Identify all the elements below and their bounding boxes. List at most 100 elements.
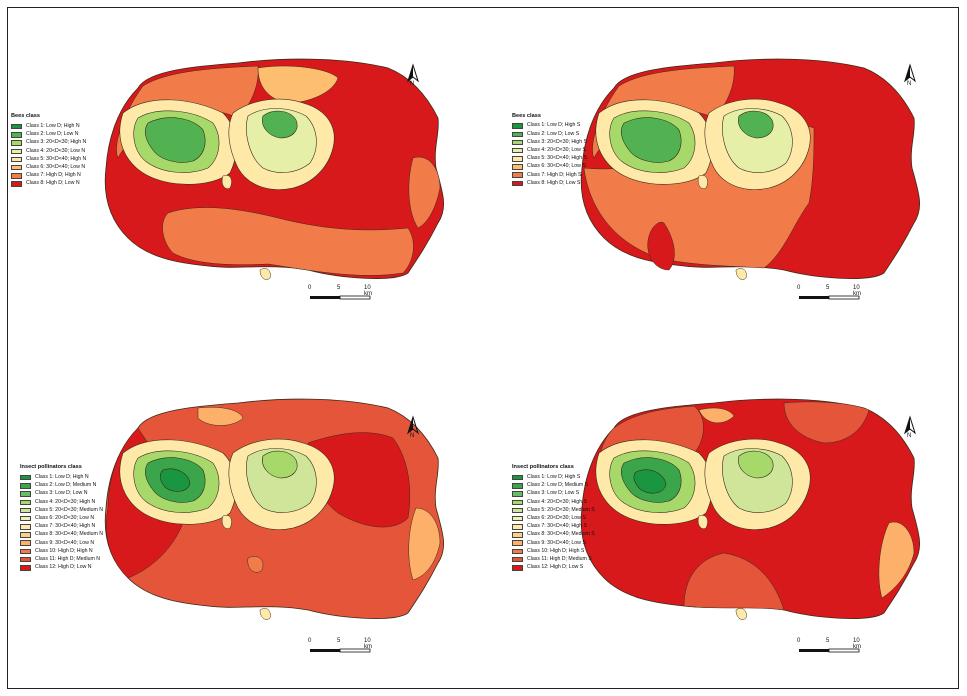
legend-title: Bees class [512, 113, 541, 119]
legend-item: Class 11: High D; Medium N [20, 555, 103, 563]
legend-swatch [512, 131, 523, 138]
scale-label-5: 5 [337, 285, 341, 291]
legend-items: Class 1: Low D; High N Class 2: Low D; Me… [20, 474, 103, 572]
legend-item: Class 3: 20<D<30; High S [512, 138, 587, 146]
legend-label: Class 10: High D; High S [527, 547, 585, 554]
legend-item: Class 8: High D; Low S [512, 179, 587, 187]
scale-label-0: 0 [308, 285, 312, 291]
legend-swatch [11, 173, 22, 179]
scale-label-0: 0 [308, 638, 312, 644]
legend-items: Class 1: Low D; High N Class 2: Low D; Lo… [11, 123, 86, 189]
legend-item: Class 3: 20<D<30; High N [11, 139, 86, 147]
legend-swatch [20, 483, 31, 489]
legend-label: Class 9: 30<D<40; Low N [35, 539, 95, 546]
legend-label: Class 8: High D; Low N [26, 180, 80, 187]
legend-swatch [20, 524, 31, 530]
map-panel-bees-s: Class 1: Low D; High S Class 2: Low D; Lo… [484, 8, 960, 348]
legend-item: Class 2: Low D; Medium S [512, 482, 595, 490]
legend-item: Class 5: 30<D<40; High N [11, 155, 86, 163]
legend-label: Class 11: High D; Medium S [527, 555, 592, 562]
legend-swatch [512, 556, 523, 563]
legend-swatch [11, 164, 22, 171]
legend-label: Class 6: 20<D<30; Low S [527, 515, 586, 522]
legend-swatch [512, 532, 523, 538]
legend-swatch [20, 491, 31, 497]
legend-label: Class 11: High D; Medium N [35, 555, 101, 562]
map-panel-insects-n: Insect pollinators class Class 1: Low D;… [8, 348, 484, 688]
scale-bar: 0 5 10 km [308, 285, 378, 303]
legend-swatch [20, 548, 31, 555]
map-legend-title: Bees class [512, 113, 541, 123]
legend-swatch [512, 524, 523, 530]
legend-items: Class 1: Low D; High S Class 2: Low D; Lo… [512, 122, 587, 188]
legend-label: Class 7: 30<D<40; High S [527, 523, 587, 530]
legend-label: Class 4: 20<D<30; High S [527, 498, 587, 505]
legend-item: Class 1: Low D; High S [512, 474, 595, 482]
legend-item: Class 2: Low D; Medium N [20, 482, 103, 490]
island-map [104, 58, 445, 280]
legend-swatch [512, 540, 523, 546]
legend-label: Class 3: 20<D<30; High S [527, 138, 587, 145]
legend-item: Class 1: Low D; High S [512, 122, 587, 130]
legend-swatch [512, 483, 523, 489]
scale-label-0: 0 [797, 638, 801, 644]
legend-item: Class 10: High D; High N [20, 547, 103, 555]
legend-swatch [512, 164, 523, 170]
legend-label: Class 3: Low D; Low S [527, 490, 580, 497]
north-arrow-icon: N [902, 415, 918, 443]
legend-item: Class 9: 30<D<40; Low S [512, 539, 595, 547]
legend-label: Class 4: 20<D<30; High N [35, 498, 96, 505]
north-arrow-icon: N [405, 415, 421, 443]
legend-item: Class 6: 30<D<40; Low S [512, 163, 587, 171]
legend-swatch [20, 540, 31, 546]
legend-item: Class 7: High D; High N [11, 172, 86, 180]
legend-item: Class 4: 20<D<30; Low N [11, 147, 86, 155]
legend-swatch [20, 556, 31, 563]
legend-item: Class 3: Low D; Low S [512, 490, 595, 498]
legend-swatch [11, 148, 22, 154]
scale-label-10: 10 km [853, 285, 861, 297]
legend-item: Class 6: 30<D<40; Low N [11, 164, 86, 172]
legend-label: Class 7: High D; High S [527, 171, 582, 178]
legend-label: Class 1: Low D; High S [527, 474, 581, 481]
legend-item: Class 12: High D; Low S [512, 564, 595, 572]
map-legend: Insect pollinators class Class 1: Low D;… [20, 464, 103, 572]
map-legend: Class 1: Low D; High S Class 2: Low D; Lo… [512, 122, 587, 188]
legend-swatch [20, 474, 31, 481]
legend-label: Class 5: 20<D<30; Medium N [35, 506, 104, 513]
legend-item: Class 2: Low D; Low N [11, 131, 86, 139]
legend-swatch [11, 123, 22, 130]
legend-label: Class 7: 30<D<40; High N [35, 523, 96, 530]
legend-label: Class 8: 30<D<40; Medium S [527, 531, 595, 538]
legend-item: Class 5: 20<D<30; Medium N [20, 506, 103, 514]
figure-frame: Bees class Class 1: Low D; High N Class 2… [7, 7, 959, 689]
legend-swatch [11, 156, 22, 163]
legend-swatch [512, 515, 523, 522]
legend-item: Class 8: High D; Low N [11, 180, 86, 188]
scale-bar: 0 5 10 km [308, 638, 378, 656]
legend-swatch [512, 565, 523, 571]
map-legend: Bees class Class 1: Low D; High N Class 2… [11, 113, 86, 189]
legend-item: Class 7: High D; High S [512, 171, 587, 179]
legend-item: Class 8: 30<D<40; Medium S [512, 531, 595, 539]
legend-label: Class 3: Low D; Low N [35, 490, 88, 497]
legend-label: Class 2: Low D; Low N [26, 131, 79, 138]
legend-label: Class 6: 20<D<30; Low N [35, 515, 95, 522]
legend-swatch [512, 156, 523, 162]
legend-label: Class 6: 30<D<40; Low N [26, 164, 86, 171]
north-label: N [410, 81, 415, 87]
legend-swatch [20, 499, 31, 505]
map-legend: Insect pollinators class Class 1: Low D;… [512, 464, 595, 572]
legend-item: Class 1: Low D; High N [11, 123, 86, 131]
north-arrow-icon: N [405, 63, 421, 91]
legend-label: Class 1: Low D; High N [35, 474, 89, 481]
legend-label: Class 12: High D; Low S [527, 564, 584, 571]
legend-item: Class 12: High D; Low N [20, 564, 103, 572]
legend-swatch [20, 507, 31, 514]
legend-label: Class 7: High D; High N [26, 172, 81, 179]
scale-label-10: 10 km [364, 638, 372, 650]
legend-swatch [20, 515, 31, 522]
map-panel-bees-n: Bees class Class 1: Low D; High N Class 2… [8, 8, 484, 348]
legend-title: Insect pollinators class [512, 464, 574, 470]
legend-swatch [512, 474, 523, 481]
